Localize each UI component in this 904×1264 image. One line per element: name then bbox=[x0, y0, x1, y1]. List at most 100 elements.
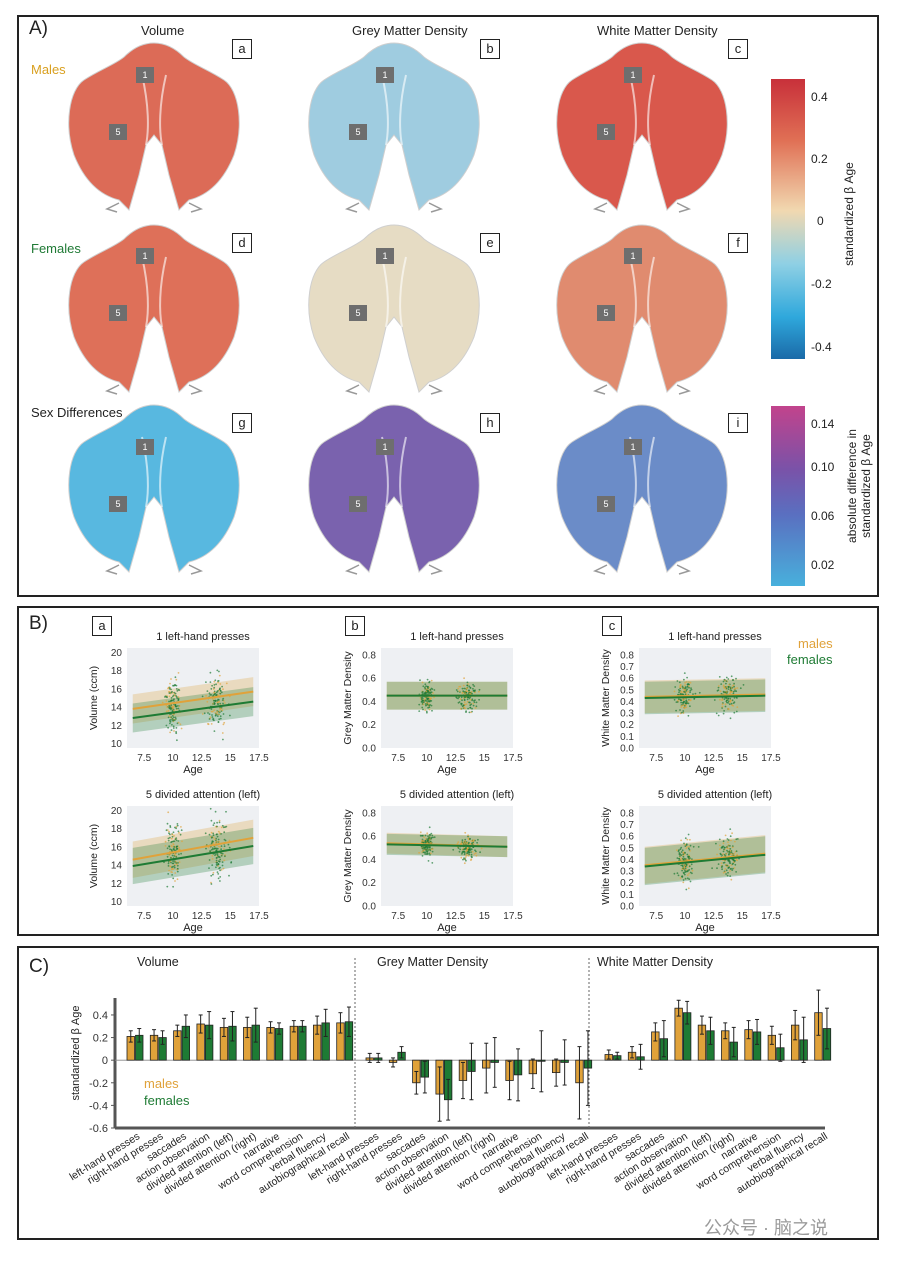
data-point bbox=[678, 858, 681, 860]
data-point bbox=[175, 731, 177, 733]
data-point bbox=[167, 726, 169, 729]
data-point bbox=[167, 862, 170, 865]
data-point bbox=[467, 837, 470, 840]
data-point bbox=[721, 698, 724, 701]
scatter-B-a-5: 5 divided attention (left) 10 12 14 16 18 20 7.… bbox=[88, 789, 269, 934]
data-point bbox=[715, 712, 718, 715]
data-point bbox=[170, 716, 173, 718]
x-tick-label: 17.5 bbox=[503, 753, 523, 764]
data-point bbox=[722, 685, 725, 687]
data-point bbox=[219, 715, 222, 718]
data-point bbox=[728, 853, 730, 856]
data-point bbox=[687, 833, 690, 836]
subpanel-label-g: g bbox=[232, 413, 252, 433]
data-point bbox=[472, 840, 474, 843]
data-point bbox=[467, 683, 469, 685]
data-point bbox=[429, 688, 432, 691]
x-tick-label: 15 bbox=[225, 911, 237, 922]
data-point bbox=[431, 834, 434, 837]
data-point bbox=[475, 701, 478, 704]
data-point bbox=[213, 684, 216, 686]
flatmap-shape bbox=[68, 404, 240, 573]
data-point bbox=[478, 690, 480, 693]
data-point bbox=[176, 824, 179, 827]
data-point bbox=[208, 867, 210, 869]
data-point bbox=[683, 872, 685, 875]
data-point bbox=[168, 700, 170, 703]
data-point bbox=[465, 687, 468, 690]
data-point bbox=[207, 712, 209, 714]
data-point bbox=[180, 852, 182, 855]
plot-title: 1 left-hand presses bbox=[410, 631, 504, 643]
data-point bbox=[171, 695, 174, 698]
data-point bbox=[466, 684, 469, 687]
data-point bbox=[469, 687, 472, 689]
colorbar1-tick: -0.4 bbox=[811, 340, 832, 354]
data-point bbox=[685, 847, 688, 850]
x-tick-label: 17.5 bbox=[503, 911, 523, 922]
data-point bbox=[177, 862, 179, 864]
data-point bbox=[464, 856, 467, 859]
data-point bbox=[213, 686, 216, 689]
colorbar1-tick: 0 bbox=[817, 214, 824, 228]
flatmap-h bbox=[308, 404, 480, 575]
data-point bbox=[430, 848, 433, 851]
y-tick-label: 0.0 bbox=[362, 744, 376, 755]
data-point bbox=[219, 869, 221, 872]
data-point bbox=[427, 700, 430, 702]
data-point bbox=[422, 691, 424, 693]
data-point bbox=[425, 690, 428, 693]
data-point bbox=[683, 706, 685, 709]
data-point bbox=[457, 687, 460, 690]
data-point bbox=[218, 670, 220, 673]
data-point bbox=[205, 694, 207, 697]
data-point bbox=[220, 848, 222, 851]
region-marker-5: 5 bbox=[349, 305, 367, 321]
colorbar1-title: standardized β Age bbox=[842, 162, 856, 266]
data-point bbox=[172, 716, 175, 719]
data-point bbox=[711, 867, 713, 870]
data-point bbox=[222, 702, 224, 705]
flatmap-base bbox=[104, 564, 204, 575]
data-point bbox=[219, 846, 221, 848]
data-point bbox=[431, 862, 434, 864]
data-point bbox=[729, 853, 732, 855]
x-axis-label: Age bbox=[183, 922, 203, 934]
data-point bbox=[211, 855, 214, 857]
data-point bbox=[676, 849, 678, 852]
data-point bbox=[217, 690, 219, 692]
data-point bbox=[468, 689, 470, 692]
data-point bbox=[215, 853, 217, 855]
data-point bbox=[174, 872, 177, 874]
data-point bbox=[725, 691, 727, 693]
data-point bbox=[216, 669, 219, 672]
region-marker-5: 5 bbox=[349, 496, 367, 512]
data-point bbox=[220, 869, 223, 871]
x-tick-label: 10 bbox=[421, 753, 433, 764]
data-point bbox=[212, 832, 215, 835]
data-point bbox=[179, 723, 182, 726]
data-point bbox=[689, 844, 692, 847]
data-point bbox=[687, 702, 690, 705]
data-point bbox=[177, 688, 180, 691]
scatter-B-b-1: 1 left-hand presses 0.0 0.2 0.4 0.6 0.8 7.5 10 1… bbox=[342, 631, 523, 776]
data-point bbox=[220, 845, 223, 847]
data-point bbox=[418, 710, 421, 712]
colorbar-beta-age bbox=[771, 79, 805, 359]
y-tick-label: 0.4 bbox=[93, 1010, 108, 1022]
region-marker-5: 5 bbox=[597, 124, 615, 140]
subpanel-label-ba: a bbox=[92, 616, 112, 636]
plot-background bbox=[127, 648, 259, 748]
data-point bbox=[474, 852, 477, 855]
data-point bbox=[458, 696, 460, 699]
data-point bbox=[470, 703, 473, 706]
data-point bbox=[729, 835, 732, 838]
data-point bbox=[424, 851, 427, 854]
data-point bbox=[689, 850, 691, 852]
data-point bbox=[470, 851, 472, 853]
data-point bbox=[730, 702, 733, 705]
data-point bbox=[174, 846, 177, 848]
data-point bbox=[424, 687, 427, 690]
data-point bbox=[468, 701, 471, 704]
data-point bbox=[716, 867, 718, 870]
